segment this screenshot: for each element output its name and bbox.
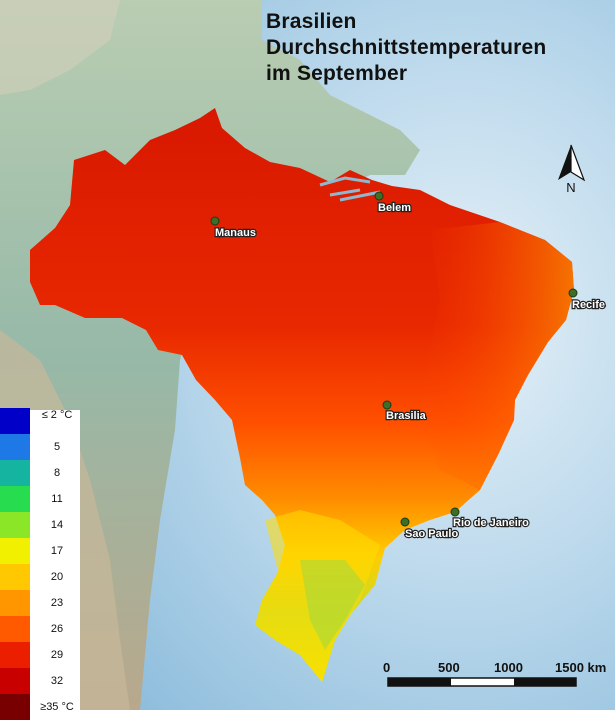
map-title-line-3: im September	[266, 62, 408, 85]
legend-label: 32	[50, 675, 64, 687]
legend-item: 17	[0, 538, 80, 564]
city-marker-belem: Belem	[374, 191, 412, 215]
legend-swatch	[0, 408, 30, 434]
legend-swatch	[0, 460, 30, 486]
city-label: Brasilia	[386, 410, 427, 422]
city-label: Rio de Janeiro	[453, 517, 529, 529]
legend-item: 29	[0, 642, 80, 668]
legend-swatch	[0, 512, 30, 538]
legend-swatch	[0, 694, 30, 720]
city-marker-manaus: Manaus	[210, 216, 257, 240]
legend-label: 17	[50, 545, 64, 557]
legend-label: 14	[50, 519, 64, 531]
scale-label-1500: 1500 km	[555, 660, 607, 675]
legend-item: 14	[0, 512, 80, 538]
city-label: Belem	[378, 202, 411, 214]
amazon-mouth-channels	[319, 176, 381, 202]
city-label: Sao Paulo	[405, 528, 458, 540]
scale-label-0: 0	[383, 660, 391, 675]
legend-item: 23	[0, 590, 80, 616]
city-marker-recife: Recife	[568, 288, 606, 312]
legend-item: 26	[0, 616, 80, 642]
legend-item: 8	[0, 460, 80, 486]
legend-label: ≤ 2 °C	[41, 409, 73, 421]
legend-swatch	[0, 642, 30, 668]
legend-item: 11	[0, 486, 80, 512]
northeast-warm-zone	[420, 222, 574, 490]
city-label: Recife	[572, 299, 605, 311]
map-title-line-1: Brasilien	[266, 10, 357, 33]
legend-swatch	[0, 590, 30, 616]
city-marker-brasilia: Brasilia	[382, 400, 428, 423]
city-marker-sao-paulo: Sao Paulo	[400, 517, 460, 541]
legend-swatch	[0, 486, 30, 512]
legend-label: 23	[50, 597, 64, 609]
legend-label: 26	[50, 623, 64, 635]
caribbean-terrain	[0, 0, 120, 95]
city-marker-rio: Rio de Janeiro	[450, 507, 530, 530]
scale-label-1000: 1000	[494, 660, 523, 675]
city-label: Manaus	[215, 227, 256, 239]
south-green-zone	[300, 560, 365, 650]
legend-label: 8	[53, 467, 61, 479]
scale-label-500: 500	[438, 660, 460, 675]
legend-swatch	[0, 538, 30, 564]
legend-item: 20	[0, 564, 80, 590]
legend-label: 11	[51, 493, 63, 505]
legend-swatch	[0, 564, 30, 590]
scale-bar	[387, 677, 577, 687]
legend-item: ≤ 2 °C	[0, 408, 80, 434]
legend-label: 20	[50, 571, 64, 583]
map-title-line-2: Durchschnittstemperaturen	[266, 36, 547, 59]
north-arrow-icon	[558, 144, 586, 182]
legend-label: 29	[50, 649, 64, 661]
legend-item: ≥35 °C	[0, 694, 80, 720]
legend-label: ≥35 °C	[40, 701, 74, 713]
north-arrow-label: N	[566, 180, 575, 195]
legend-item: 32	[0, 668, 80, 694]
legend-swatch	[0, 434, 30, 460]
legend-item: 5	[0, 434, 80, 460]
legend-label: 5	[53, 441, 61, 453]
legend-swatch	[0, 616, 30, 642]
legend-swatch	[0, 668, 30, 694]
temperature-legend: ≤ 2 °C 5 8 11 14 17 20 23 26 29 32 ≥35 °C	[0, 408, 80, 720]
